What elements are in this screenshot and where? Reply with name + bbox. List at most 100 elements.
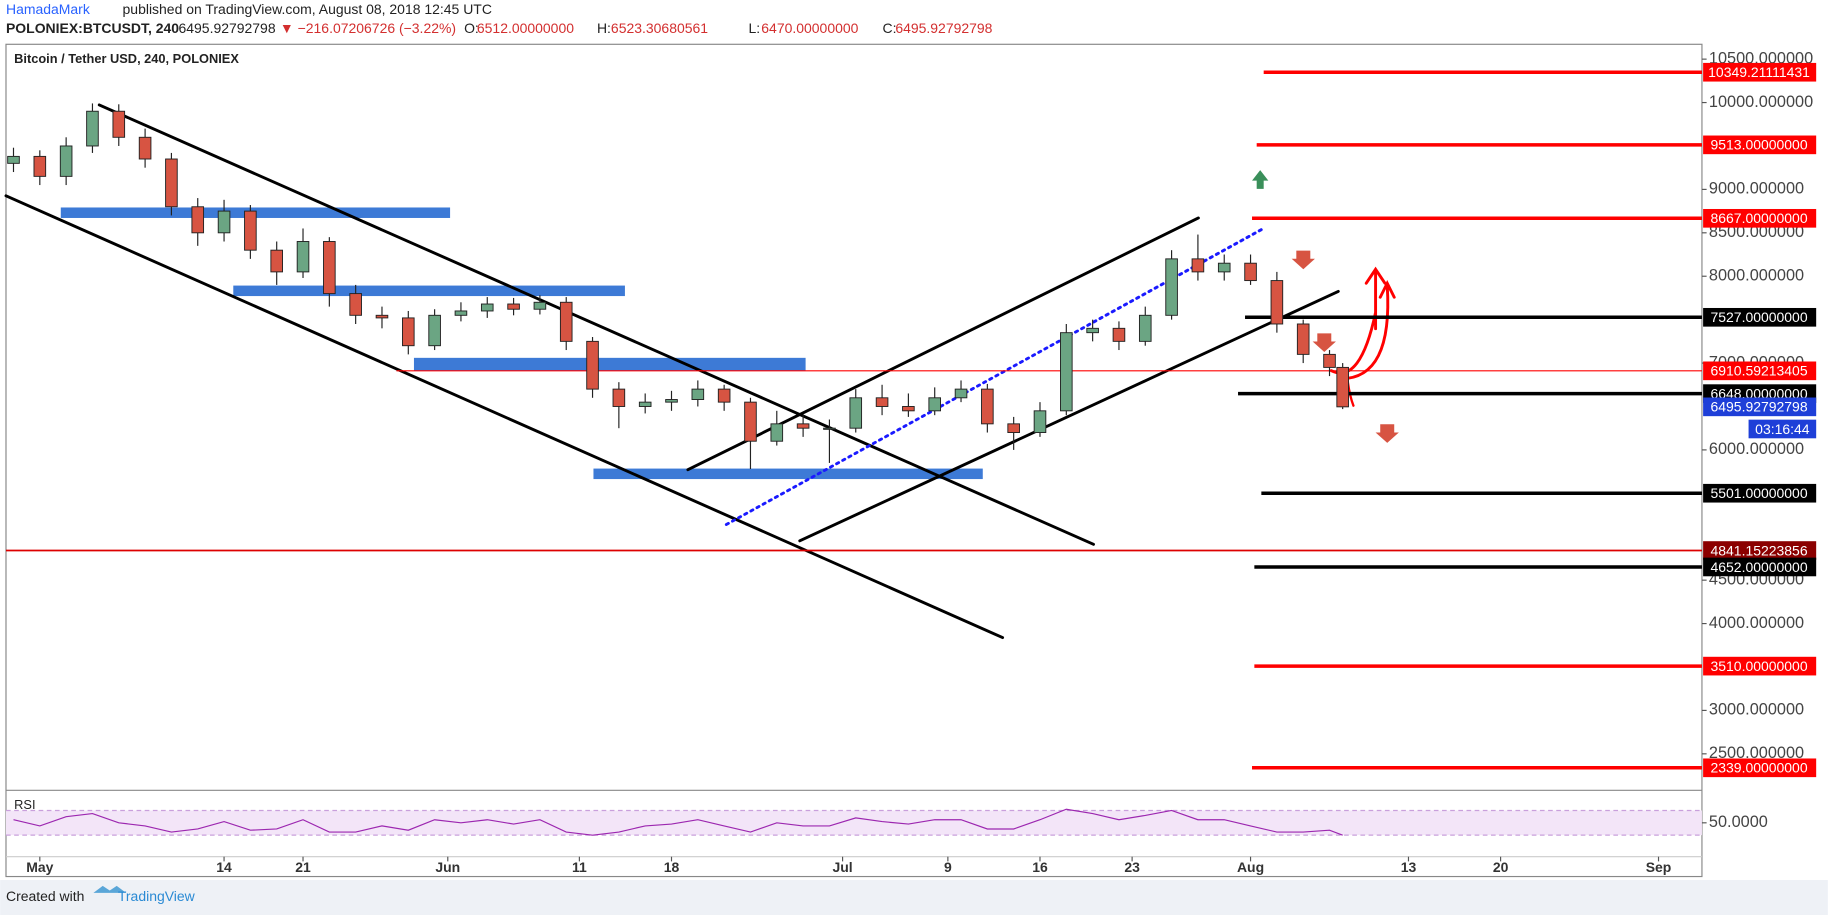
trendline bbox=[798, 289, 1340, 543]
candle-body bbox=[849, 397, 863, 429]
zone bbox=[413, 357, 806, 371]
footer-bg bbox=[0, 880, 1828, 915]
x-tick-label: 21 bbox=[295, 859, 311, 875]
candle-body bbox=[1165, 258, 1178, 316]
y-tick-label: 2500.000000 bbox=[1709, 744, 1804, 762]
candle-body bbox=[902, 406, 915, 412]
quote-key: H: bbox=[597, 20, 611, 36]
level-label: 9513.00000000 bbox=[1711, 137, 1808, 153]
x-tick-label: 14 bbox=[216, 859, 232, 875]
pane-title: Bitcoin / Tether USD, 240, POLONIEX bbox=[14, 51, 239, 66]
countdown: 03:16:44 bbox=[1755, 421, 1810, 437]
level-label: 7527.00000000 bbox=[1711, 309, 1808, 325]
candle-body bbox=[112, 110, 126, 138]
candle-body bbox=[1336, 366, 1349, 408]
candle-body bbox=[244, 210, 257, 251]
last-price-tag bbox=[1703, 397, 1817, 417]
candle-body bbox=[638, 401, 652, 407]
candle-body bbox=[33, 155, 47, 177]
created-with: Created with bbox=[6, 888, 84, 904]
candle-body bbox=[1086, 327, 1099, 334]
candle-body bbox=[981, 388, 994, 425]
candle-body bbox=[191, 206, 205, 234]
scenario-up bbox=[1339, 279, 1396, 381]
level-tag bbox=[1703, 307, 1817, 327]
candle-body bbox=[823, 427, 836, 430]
level-label: 4652.00000000 bbox=[1711, 559, 1808, 575]
candle-body bbox=[165, 158, 178, 208]
candle-body bbox=[559, 301, 573, 342]
level-tag bbox=[1703, 62, 1817, 82]
x-tick-label: 11 bbox=[572, 859, 587, 875]
tv-logo bbox=[93, 885, 127, 893]
candle-body bbox=[1244, 262, 1257, 282]
trendline bbox=[4, 194, 1005, 640]
candle-body bbox=[1191, 258, 1205, 273]
candle-body bbox=[1323, 353, 1336, 368]
y-tick-label: 8000.000000 bbox=[1709, 267, 1804, 285]
y-tick-label: 3000.000000 bbox=[1709, 701, 1804, 719]
candle-body bbox=[138, 136, 152, 160]
candle-body bbox=[796, 423, 810, 429]
arrow-up bbox=[1252, 170, 1269, 189]
countdown-tag bbox=[1748, 419, 1817, 439]
candle-body bbox=[1033, 410, 1047, 433]
candle-body bbox=[586, 340, 599, 390]
author[interactable]: HamadaMark bbox=[6, 1, 90, 17]
zone bbox=[593, 468, 983, 480]
y-tick-label: 10000.000000 bbox=[1709, 93, 1813, 111]
level-label: 2339.00000000 bbox=[1711, 760, 1808, 776]
candle-body bbox=[296, 241, 310, 273]
y-tick-label: 9000.000000 bbox=[1709, 180, 1804, 198]
candle-body bbox=[1112, 327, 1126, 342]
x-tick-label: 9 bbox=[944, 859, 952, 875]
quote-value: 6512.00000000 bbox=[477, 20, 574, 36]
rsi-band bbox=[5, 810, 1702, 836]
level-label: 6648.00000000 bbox=[1711, 385, 1808, 401]
symbol: POLONIEX:BTCUSDT, 240 bbox=[6, 20, 179, 36]
level-tag bbox=[1703, 557, 1817, 577]
zone bbox=[233, 285, 625, 297]
rsi-title: RSI bbox=[14, 797, 35, 812]
level-label: 8667.00000000 bbox=[1711, 210, 1808, 226]
x-tick-label: Sep bbox=[1646, 859, 1672, 875]
candle-body bbox=[270, 249, 283, 273]
level-tag bbox=[1703, 541, 1817, 560]
x-tick-label: 18 bbox=[664, 859, 680, 875]
candle-body bbox=[954, 388, 968, 399]
pane-border bbox=[5, 43, 1703, 878]
candle-body bbox=[1217, 262, 1231, 273]
x-tick-label: Aug bbox=[1237, 859, 1264, 875]
candle-body bbox=[480, 303, 494, 312]
candle-body bbox=[1060, 332, 1073, 412]
candle-body bbox=[875, 397, 889, 407]
arrow-down bbox=[1375, 424, 1399, 443]
x-tick-label: 13 bbox=[1401, 859, 1417, 875]
level-tag bbox=[1703, 361, 1817, 381]
level-label: 5501.00000000 bbox=[1711, 485, 1808, 501]
y-tick-label: 4000.000000 bbox=[1709, 614, 1804, 632]
level-label: 3510.00000000 bbox=[1711, 658, 1808, 674]
brand[interactable]: TradingView bbox=[118, 888, 196, 904]
quote-value: 6495.92792798 bbox=[895, 20, 992, 36]
candle-body bbox=[7, 155, 20, 164]
candle-body bbox=[402, 317, 415, 347]
level-tag bbox=[1703, 208, 1817, 228]
candle-body bbox=[770, 423, 784, 442]
rsi-line bbox=[13, 808, 1343, 836]
candle-body bbox=[1138, 314, 1152, 342]
quote-key: C: bbox=[883, 20, 897, 36]
candle-body bbox=[533, 301, 547, 310]
x-tick-label: 23 bbox=[1124, 859, 1140, 875]
candle-body bbox=[717, 388, 731, 403]
dotted-trendline bbox=[724, 228, 1263, 526]
level-label: 6910.59213405 bbox=[1711, 363, 1808, 379]
candle-body bbox=[928, 397, 942, 412]
quote-key: L: bbox=[748, 20, 760, 36]
quote-value: 6523.30680561 bbox=[611, 20, 708, 36]
candle-body bbox=[86, 110, 99, 147]
candle-body bbox=[59, 145, 73, 177]
trendline bbox=[686, 216, 1200, 472]
candle-body bbox=[1296, 323, 1310, 355]
